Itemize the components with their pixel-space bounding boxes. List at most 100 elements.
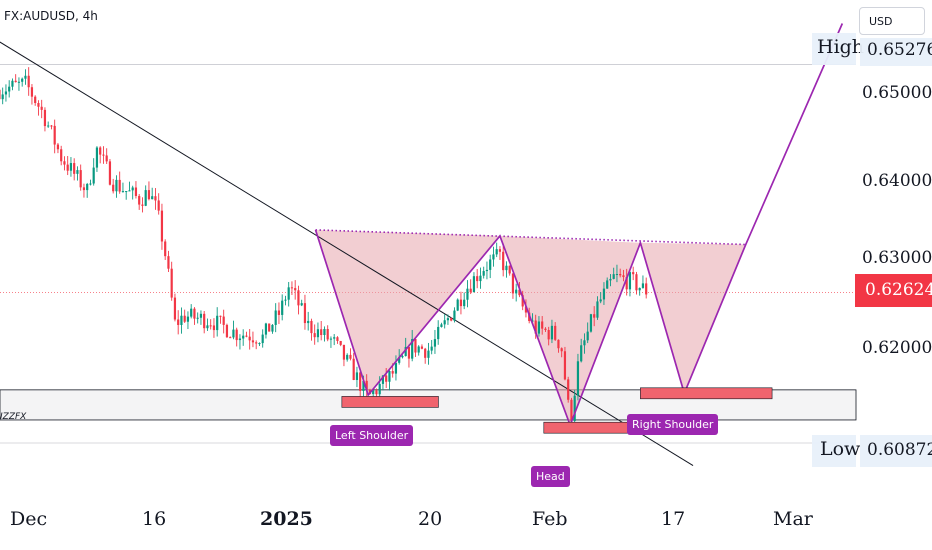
candle-body	[248, 336, 251, 341]
candle-body	[505, 265, 508, 271]
candle-body	[609, 278, 612, 281]
candle-body	[151, 196, 154, 200]
candle-body	[203, 313, 206, 329]
candle-body	[268, 323, 271, 332]
candle-body	[76, 170, 79, 174]
candle-body	[118, 179, 121, 192]
candle-body	[89, 183, 92, 185]
candle-body	[40, 106, 43, 110]
candle-body	[541, 321, 544, 329]
candle-body	[14, 80, 17, 83]
candle-body	[446, 318, 450, 321]
candle-body	[342, 344, 346, 360]
candle-body	[160, 210, 164, 242]
candle-body	[307, 320, 310, 324]
candle-body	[229, 337, 232, 339]
candle-body	[628, 272, 632, 290]
candle-body	[537, 321, 541, 334]
candle-body	[50, 125, 53, 127]
candle-body	[66, 164, 69, 171]
candle-body	[352, 358, 355, 380]
high-value: 0.65276	[860, 38, 932, 66]
candle-body	[476, 276, 479, 282]
candle-body	[567, 379, 570, 400]
candle-body	[381, 375, 385, 384]
candle-body	[443, 320, 446, 325]
candle-body	[433, 339, 437, 347]
candle-body	[56, 144, 60, 150]
candle-body	[82, 187, 86, 191]
candle-body	[79, 170, 82, 188]
candle-body	[482, 271, 485, 276]
candle-body	[346, 354, 349, 360]
candle-body	[638, 287, 641, 291]
candle-body	[612, 274, 615, 279]
high-label: High	[812, 33, 864, 65]
candle-body	[469, 288, 472, 293]
candle-body	[479, 275, 482, 282]
candle-body	[323, 328, 326, 336]
candle-body	[534, 320, 537, 334]
left-shoulder-label: Left Shoulder	[330, 425, 414, 446]
candle-body	[37, 103, 40, 107]
candle-body	[485, 269, 489, 272]
candle-body	[173, 297, 177, 320]
candle-body	[508, 265, 511, 274]
candle-body	[300, 303, 303, 306]
candle-body	[222, 316, 225, 325]
support-marker	[341, 396, 439, 408]
zone-tag: IZZFX	[0, 412, 27, 422]
candle-body	[232, 329, 235, 338]
candle-body	[365, 380, 368, 390]
candle-body	[303, 303, 307, 324]
support-marker	[640, 387, 773, 400]
candle-body	[589, 314, 593, 332]
candle-body	[27, 75, 30, 88]
candle-body	[645, 283, 648, 295]
candle-body	[580, 345, 583, 362]
candle-body	[310, 320, 313, 334]
candle-body	[261, 334, 264, 344]
candle-body	[95, 147, 99, 168]
candle-body	[238, 338, 242, 341]
price-axis-label: 0.62000	[862, 338, 932, 358]
candle-body	[225, 324, 229, 338]
price-scale	[808, 0, 932, 495]
candle-body	[586, 331, 589, 341]
candle-body	[320, 329, 323, 336]
candle-body	[593, 314, 596, 318]
candle-body	[30, 87, 34, 97]
candle-body	[430, 346, 433, 351]
candle-body	[576, 361, 580, 396]
candle-body	[362, 380, 365, 391]
candle-body	[11, 80, 14, 87]
candle-body	[411, 339, 414, 359]
candle-body	[24, 75, 27, 79]
candle-body	[297, 290, 300, 306]
current-price-badge: 0.62624	[855, 274, 932, 307]
candle-body	[144, 190, 147, 206]
price-axis-label: 0.63000	[862, 248, 932, 268]
candle-body	[355, 372, 359, 380]
candle-body	[131, 187, 134, 191]
candle-body	[326, 328, 329, 340]
candle-body	[557, 339, 560, 349]
candle-body	[502, 251, 505, 271]
candle-body	[388, 371, 391, 382]
candle-body	[329, 338, 333, 340]
candle-body	[359, 372, 362, 391]
candle-body	[404, 346, 407, 357]
candle-body	[550, 325, 554, 340]
candle-body	[333, 337, 336, 339]
candle-body	[105, 155, 108, 162]
candle-body	[154, 196, 157, 201]
head-triangle	[499, 235, 641, 426]
candle-body	[489, 259, 492, 270]
candle-body	[43, 109, 47, 127]
candle-body	[212, 325, 216, 331]
candle-body	[635, 274, 638, 291]
currency-button[interactable]: USD	[859, 7, 925, 35]
right-shoulder-triangle	[640, 242, 746, 394]
candle-body	[336, 337, 339, 341]
